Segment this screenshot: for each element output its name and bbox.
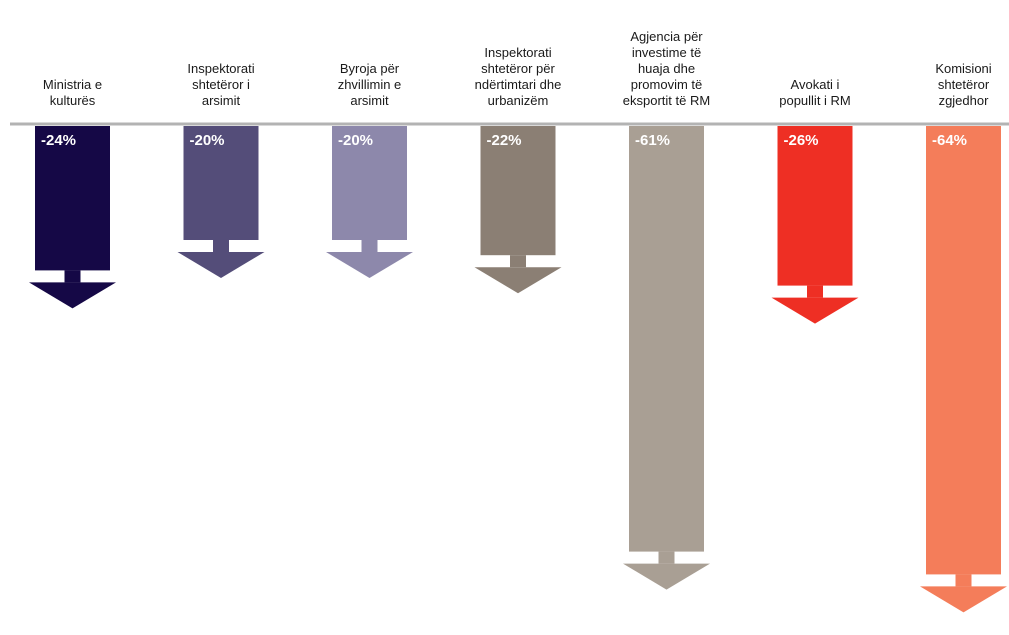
category-label-line: Inspektorati (187, 61, 254, 76)
category-label-line: arsimit (350, 93, 389, 108)
category-label-6: Avokati i popullit i RM (779, 77, 851, 108)
value-label-7: -64% (932, 132, 967, 149)
bar-arrowhead-4 (474, 267, 562, 294)
category-label-line: Komisioni (935, 61, 991, 76)
bar-3 (332, 126, 407, 240)
value-label-5: -61% (635, 132, 670, 149)
category-label-7: Komisioni shtetëror zgjedhor (935, 61, 991, 108)
category-label-line: zhvillimin e (338, 77, 402, 92)
bar-arrowhead-7 (920, 586, 1007, 613)
category-label-line: shtetëror i (192, 77, 250, 92)
category-label-line: Inspektorati (484, 45, 551, 60)
category-label-line: arsimit (202, 93, 241, 108)
category-label-line: Avokati i (791, 77, 840, 92)
bar-arrowhead-5 (623, 563, 710, 590)
bar-1 (35, 126, 110, 271)
bar-stem-7 (955, 574, 972, 587)
category-label-line: Ministria e (43, 77, 102, 92)
category-label-3: Byroja për zhvillimin e arsimit (338, 61, 402, 108)
category-label-line: zgjedhor (939, 93, 990, 108)
category-label-5: Agjencia për investime të huaja dhe promovi… (623, 29, 710, 108)
bar-stem-5 (658, 551, 675, 564)
value-label-4: -22% (487, 132, 522, 149)
category-label-line: shtetëror (938, 77, 990, 92)
bar-stem-1 (64, 270, 81, 283)
bar-arrowhead-1 (29, 282, 116, 309)
bar-4 (480, 126, 556, 256)
category-label-line: promovim të (631, 77, 703, 92)
category-label-2: Inspektorati shtetëror i arsimit (187, 61, 254, 108)
value-label-2: -20% (190, 132, 225, 149)
category-label-line: Agjencia për (630, 29, 703, 44)
bars-group: -24%Ministria e kulturës-20%Inspektorati s… (29, 29, 1007, 613)
bar-stem-6 (807, 285, 823, 298)
category-label-line: urbanizëm (488, 93, 549, 108)
category-label-line: shtetëror për (481, 61, 555, 76)
category-label-line: eksportit të RM (623, 93, 710, 108)
bar-2 (183, 126, 259, 240)
category-label-line: popullit i RM (779, 93, 851, 108)
category-label-1: Ministria e kulturës (43, 77, 102, 108)
category-label-line: kulturës (50, 93, 96, 108)
bar-stem-3 (361, 240, 378, 252)
bar-6 (777, 126, 853, 286)
bar-5 (629, 126, 704, 552)
bar-arrowhead-3 (326, 252, 413, 278)
value-label-3: -20% (338, 132, 373, 149)
value-label-1: -24% (41, 132, 76, 149)
bar-stem-4 (510, 255, 526, 268)
category-label-line: ndërtimtari dhe (475, 77, 562, 92)
category-label-4: Inspektorati shtetëror për ndërtimtari dhe… (475, 45, 562, 108)
category-label-line: Byroja për (340, 61, 400, 76)
bar-arrowhead-6 (771, 297, 859, 324)
value-label-6: -26% (784, 132, 819, 149)
bar-stem-2 (213, 240, 229, 252)
category-label-line: investime të (632, 45, 701, 60)
bar-7 (926, 126, 1001, 575)
category-label-line: huaja dhe (638, 61, 695, 76)
bar-arrowhead-2 (177, 252, 265, 278)
